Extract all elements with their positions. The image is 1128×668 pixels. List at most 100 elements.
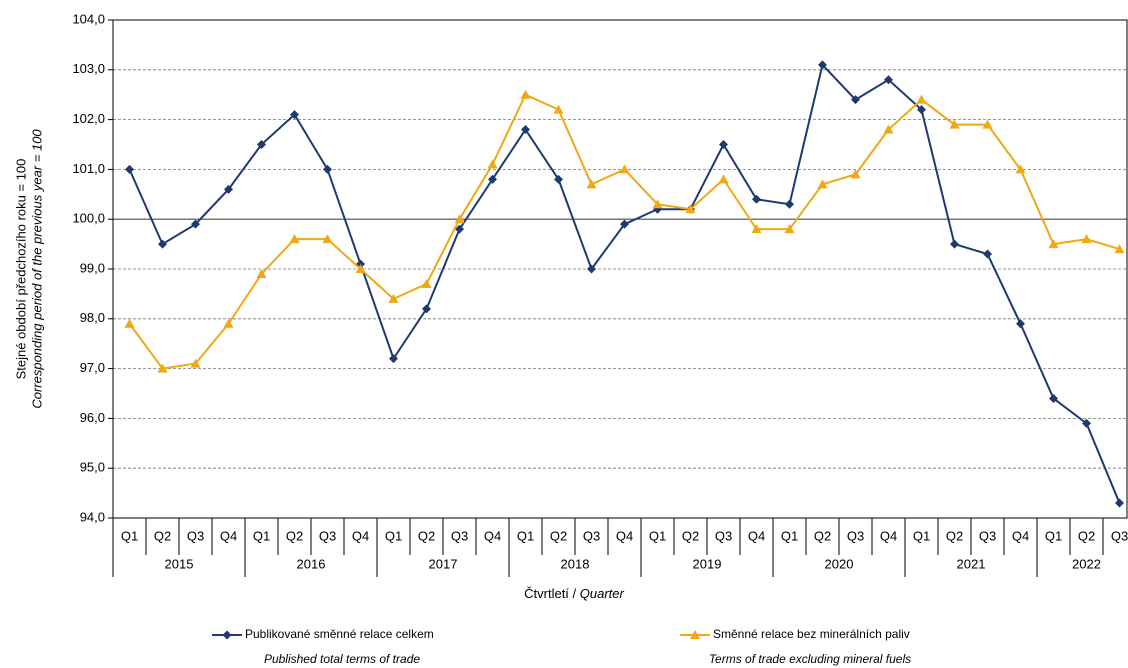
legend-label-en: Terms of trade excluding mineral fuels bbox=[709, 652, 911, 666]
point bbox=[817, 179, 828, 189]
point bbox=[125, 164, 134, 174]
x-tick-label: Q1 bbox=[517, 528, 534, 543]
legend-label-en: Published total terms of trade bbox=[264, 652, 420, 666]
point bbox=[487, 159, 498, 169]
x-tick-label: Q4 bbox=[616, 528, 633, 543]
point bbox=[157, 363, 168, 373]
x-group-label: 2019 bbox=[693, 556, 722, 571]
y-tick-label: 95,0 bbox=[80, 460, 105, 475]
point bbox=[1115, 498, 1124, 508]
y-tick-label: 94,0 bbox=[80, 509, 105, 524]
point bbox=[1048, 239, 1059, 249]
point bbox=[587, 264, 596, 274]
y-tick-label: 100,0 bbox=[72, 211, 105, 226]
series-line bbox=[128, 93, 1120, 370]
series-line bbox=[128, 62, 1121, 504]
x-tick-label: Q2 bbox=[1078, 528, 1095, 543]
point bbox=[488, 174, 497, 184]
legend-marker bbox=[690, 630, 700, 639]
point bbox=[950, 239, 959, 249]
x-tick-label: Q2 bbox=[550, 528, 567, 543]
point bbox=[652, 199, 663, 209]
point bbox=[1082, 418, 1091, 428]
plot-frame bbox=[112, 19, 1128, 519]
point bbox=[223, 318, 234, 328]
y-tick-label: 98,0 bbox=[80, 310, 105, 325]
x-group-label: 2015 bbox=[165, 556, 194, 571]
point bbox=[884, 75, 893, 85]
point bbox=[554, 174, 563, 184]
point bbox=[191, 219, 200, 229]
point bbox=[224, 184, 233, 194]
point bbox=[851, 95, 860, 105]
x-tick-label: Q4 bbox=[484, 528, 501, 543]
x-tick-label: Q4 bbox=[220, 528, 237, 543]
point bbox=[158, 239, 167, 249]
point bbox=[190, 358, 201, 368]
x-axis-label-en: Quarter bbox=[580, 586, 625, 601]
point bbox=[421, 278, 432, 288]
x-tick-label: Q3 bbox=[1111, 528, 1128, 543]
x-tick-label: Q2 bbox=[286, 528, 303, 543]
x-group-label: 2022 bbox=[1072, 556, 1101, 571]
point bbox=[1114, 244, 1125, 254]
point bbox=[553, 104, 564, 114]
x-group-label: 2021 bbox=[957, 556, 986, 571]
point bbox=[850, 169, 861, 179]
point bbox=[322, 234, 333, 244]
point bbox=[256, 268, 267, 278]
x-axis-label-cz: Čtvrtletí / bbox=[524, 586, 580, 601]
x-group-label: 2016 bbox=[297, 556, 326, 571]
y-axis-label-en: Corresponding period of the previous yea… bbox=[29, 129, 44, 409]
point bbox=[455, 224, 464, 234]
point bbox=[289, 234, 300, 244]
x-tick-label: Q2 bbox=[154, 528, 171, 543]
point bbox=[620, 219, 629, 229]
x-tick-label: Q1 bbox=[781, 528, 798, 543]
x-tick-label: Q3 bbox=[319, 528, 336, 543]
x-tick-label: Q3 bbox=[451, 528, 468, 543]
x-tick-label: Q2 bbox=[418, 528, 435, 543]
x-tick-label: Q2 bbox=[814, 528, 831, 543]
point bbox=[388, 293, 399, 303]
legend-label: Publikované směnné relace celkem bbox=[245, 627, 434, 641]
point bbox=[784, 224, 795, 234]
point bbox=[1049, 393, 1058, 403]
x-group-label: 2018 bbox=[561, 556, 590, 571]
point bbox=[752, 194, 761, 204]
point bbox=[422, 304, 431, 314]
x-tick-label: Q4 bbox=[748, 528, 765, 543]
point bbox=[1015, 164, 1026, 174]
x-tick-label: Q1 bbox=[253, 528, 270, 543]
x-tick-label: Q3 bbox=[847, 528, 864, 543]
point bbox=[916, 94, 927, 104]
x-tick-label: Q2 bbox=[682, 528, 699, 543]
point bbox=[883, 124, 894, 134]
point bbox=[718, 174, 729, 184]
y-tick-label: 101,0 bbox=[72, 161, 105, 176]
point bbox=[355, 264, 366, 273]
x-group-label: 2020 bbox=[825, 556, 854, 571]
point bbox=[818, 60, 827, 70]
point bbox=[389, 354, 398, 364]
x-tick-label: Q4 bbox=[352, 528, 369, 543]
x-axis-label: Čtvrtletí / Quarter bbox=[524, 586, 624, 601]
point bbox=[124, 318, 135, 328]
x-tick-label: Q1 bbox=[1045, 528, 1062, 543]
y-axis-label: Stejné období předchozího roku = 100 bbox=[13, 159, 28, 380]
point bbox=[323, 164, 332, 174]
point bbox=[1016, 319, 1025, 329]
point bbox=[586, 179, 597, 189]
y-tick-label: 104,0 bbox=[72, 11, 105, 26]
y-tick-label: 96,0 bbox=[80, 410, 105, 425]
x-tick-label: Q1 bbox=[385, 528, 402, 543]
x-tick-label: Q4 bbox=[880, 528, 897, 543]
x-tick-label: Q2 bbox=[946, 528, 963, 543]
y-tick-label: 97,0 bbox=[80, 360, 105, 375]
point bbox=[1081, 234, 1092, 244]
point bbox=[917, 105, 926, 115]
point bbox=[751, 224, 762, 234]
point bbox=[719, 140, 728, 149]
point bbox=[785, 199, 794, 209]
